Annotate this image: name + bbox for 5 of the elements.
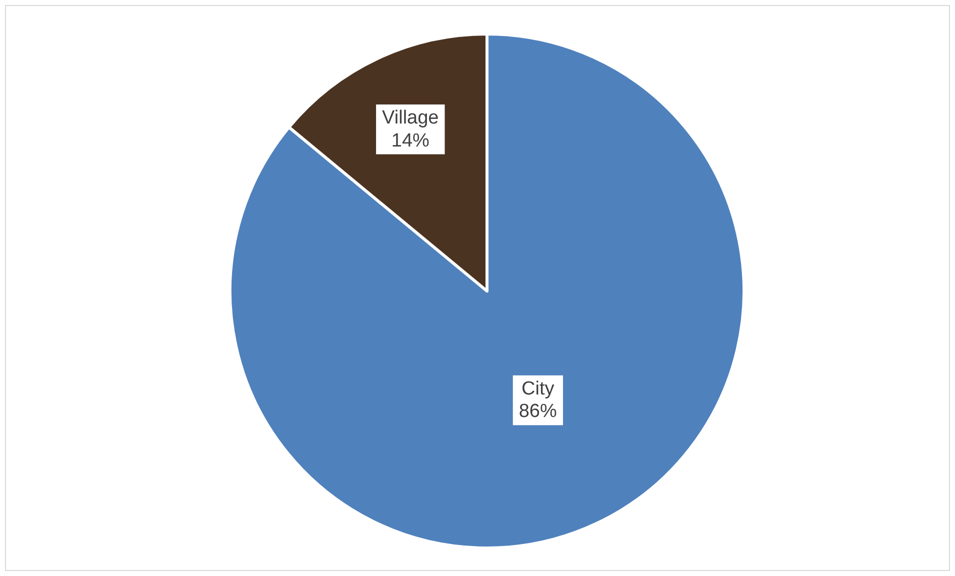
data-label: 14% [391, 130, 430, 152]
slice-label: City [522, 378, 555, 400]
slice-label: Village [382, 107, 439, 128]
pie-slice [228, 32, 746, 550]
data-label: 86% [518, 401, 557, 422]
